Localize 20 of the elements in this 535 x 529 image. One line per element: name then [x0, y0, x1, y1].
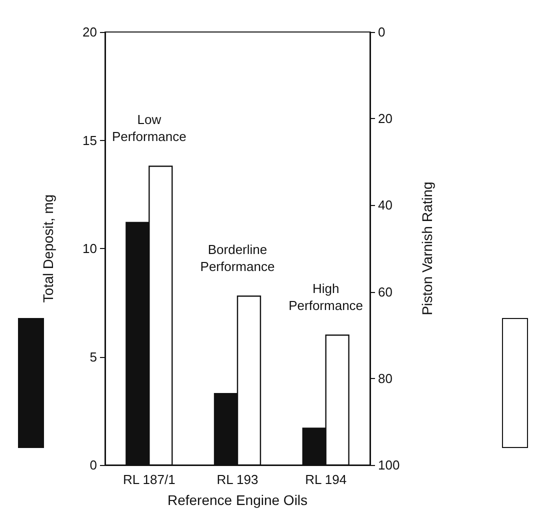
y-axis-title: Total Deposit, mg: [40, 194, 56, 303]
x-tick-label: RL 193: [216, 472, 258, 487]
y2-tick-label: 0: [378, 24, 386, 40]
x-tick-label: RL 187/1: [123, 472, 176, 487]
y2-tick-label: 100: [378, 458, 400, 472]
x-tick-label: RL 194: [305, 472, 347, 487]
y2-tick-label: 80: [378, 370, 392, 386]
annotation: Low Performance: [112, 112, 186, 144]
y-tick-label: 0: [90, 458, 97, 472]
y-tick-label: 10: [82, 241, 97, 256]
y2-axis-title: Piston Varnish Rating: [419, 182, 435, 316]
y2-tick-label: 40: [378, 198, 392, 213]
y-tick-label: 20: [82, 24, 97, 40]
y2-tick-label: 20: [378, 111, 392, 126]
y-tick-label: 5: [90, 349, 97, 364]
y2-tick-label: 60: [378, 284, 392, 300]
y-tick-label: 15: [82, 132, 97, 148]
annotation: Borderline Performance: [200, 242, 275, 274]
annotation: High Performance: [288, 281, 364, 314]
x-axis-title: Reference Engine Oils: [167, 492, 308, 508]
